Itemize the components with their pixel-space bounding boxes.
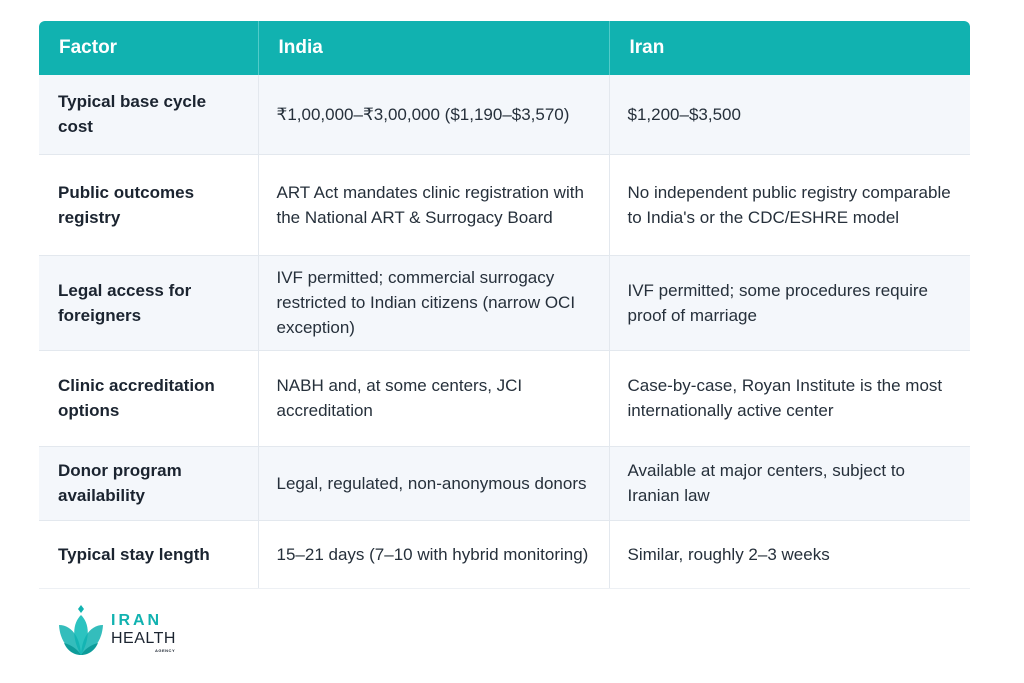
factor-cell: Typical base cycle cost bbox=[39, 75, 259, 155]
iran-cell: IVF permitted; some procedures require p… bbox=[609, 255, 970, 351]
table-row: Typical base cycle cost ₹1,00,000–₹3,00,… bbox=[39, 75, 970, 155]
india-cell: 15–21 days (7–10 with hybrid monitoring) bbox=[258, 520, 610, 589]
header-factor: Factor bbox=[39, 21, 259, 75]
header-iran: Iran bbox=[609, 21, 970, 75]
india-cell: IVF permitted; commercial surrogacy rest… bbox=[258, 255, 610, 351]
comparison-table-container: Factor India Iran Typical base cycle cos… bbox=[39, 21, 970, 589]
iran-cell: $1,200–$3,500 bbox=[609, 75, 970, 155]
iran-cell: Available at major centers, subject to I… bbox=[609, 446, 970, 521]
iran-cell: Similar, roughly 2–3 weeks bbox=[609, 520, 970, 589]
logo-word-iran: IRAN bbox=[111, 612, 163, 629]
comparison-table: Factor India Iran Typical base cycle cos… bbox=[39, 21, 970, 589]
factor-cell: Public outcomes registry bbox=[39, 154, 259, 256]
india-cell: NABH and, at some centers, JCI accredita… bbox=[258, 350, 610, 447]
table-row: Legal access for foreigners IVF permitte… bbox=[39, 255, 970, 351]
factor-cell: Clinic accreditation options bbox=[39, 350, 259, 447]
table-row: Donor program availability Legal, regula… bbox=[39, 446, 970, 521]
table-row: Public outcomes registry ART Act mandate… bbox=[39, 154, 970, 256]
table-row: Typical stay length 15–21 days (7–10 wit… bbox=[39, 520, 970, 589]
table-row: Clinic accreditation options NABH and, a… bbox=[39, 350, 970, 447]
factor-cell: Typical stay length bbox=[39, 520, 259, 589]
logo-word-health: HEALTH bbox=[111, 630, 176, 647]
header-india: India bbox=[258, 21, 610, 75]
table-header-row: Factor India Iran bbox=[39, 21, 970, 75]
iran-cell: No independent public registry comparabl… bbox=[609, 154, 970, 256]
factor-cell: Legal access for foreigners bbox=[39, 255, 259, 351]
india-cell: ART Act mandates clinic registration wit… bbox=[258, 154, 610, 256]
brand-logo: IRAN HEALTH AGENCY bbox=[56, 603, 196, 663]
logo-word-agency: AGENCY bbox=[155, 648, 176, 653]
lotus-icon bbox=[59, 605, 103, 655]
india-cell: ₹1,00,000–₹3,00,000 ($1,190–$3,570) bbox=[258, 75, 610, 155]
iran-cell: Case-by-case, Royan Institute is the mos… bbox=[609, 350, 970, 447]
india-cell: Legal, regulated, non-anonymous donors bbox=[258, 446, 610, 521]
factor-cell: Donor program availability bbox=[39, 446, 259, 521]
